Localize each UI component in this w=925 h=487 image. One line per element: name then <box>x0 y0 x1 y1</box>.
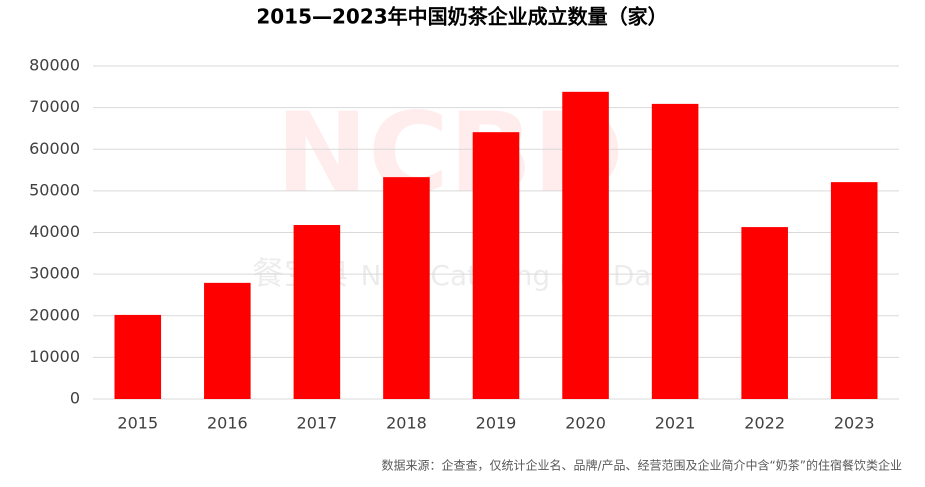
bar <box>741 227 788 399</box>
y-tick-label: 70000 <box>29 97 80 116</box>
bar <box>651 103 699 399</box>
bar <box>830 182 878 399</box>
x-tick-label: 2017 <box>297 414 338 433</box>
chart-title: 2015—2023年中国奶茶企业成立数量（家） <box>256 5 667 29</box>
y-tick-label: 40000 <box>29 222 80 241</box>
source-note: 数据来源：企查查，仅统计企业名、品牌/产品、经营范围及企业简介中含“奶茶”的住宿… <box>382 458 902 473</box>
y-tick-label: 0 <box>70 389 80 408</box>
x-tick-label: 2022 <box>744 414 785 433</box>
bar <box>293 225 341 399</box>
y-tick-label: 10000 <box>29 347 80 366</box>
y-tick-label: 50000 <box>29 180 80 199</box>
x-tick-label: 2020 <box>565 414 606 433</box>
bar <box>114 314 162 399</box>
bar <box>472 132 520 399</box>
x-tick-label: 2021 <box>655 414 696 433</box>
y-tick-label: 20000 <box>29 305 80 324</box>
x-tick-label: 2019 <box>476 414 517 433</box>
y-tick-label: 80000 <box>29 56 80 75</box>
bar <box>562 91 609 400</box>
x-tick-label: 2023 <box>834 414 875 433</box>
y-tick-label: 60000 <box>29 139 80 158</box>
x-tick-label: 2018 <box>386 414 427 433</box>
bar <box>204 282 251 399</box>
y-tick-label: 30000 <box>29 264 80 283</box>
bar <box>383 177 430 399</box>
x-tick-label: 2015 <box>117 414 158 433</box>
x-tick-label: 2016 <box>207 414 248 433</box>
